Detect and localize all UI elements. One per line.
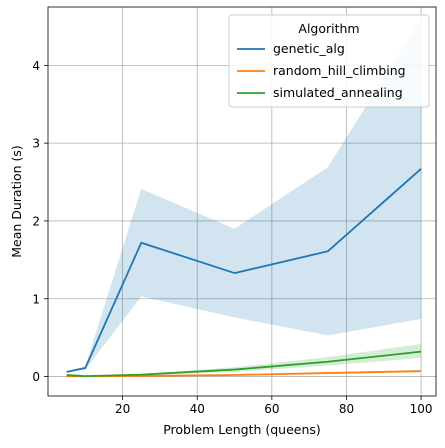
y-tick-label: 2 — [32, 214, 40, 228]
line-simulated_annealing — [66, 350, 422, 378]
x-tick-label: 40 — [190, 402, 205, 416]
y-tick-label: 3 — [32, 137, 40, 151]
x-tick-label: 20 — [115, 402, 130, 416]
x-axis-label: Problem Length (queens) — [163, 422, 321, 437]
band-genetic_alg — [66, 18, 422, 373]
legend-label: genetic_alg — [273, 41, 345, 56]
x-tick-label: 80 — [339, 402, 354, 416]
legend-label: simulated_annealing — [273, 85, 403, 100]
legend-title: Algorithm — [298, 21, 359, 36]
axis-ticks: 20 40 60 80 100 0 1 2 3 4 — [32, 59, 432, 416]
legend: Algorithm genetic_alg random_hill_climbin… — [228, 14, 430, 108]
y-tick-label: 0 — [32, 370, 40, 384]
y-tick-label: 1 — [32, 292, 40, 306]
x-tick-label: 60 — [264, 402, 279, 416]
plot-frame — [47, 6, 437, 397]
y-axis-label: Mean Duration (s) — [9, 145, 24, 258]
legend-label: random_hill_climbing — [273, 63, 406, 78]
line-genetic_alg — [66, 168, 422, 373]
series-lines — [66, 168, 422, 378]
legend-box — [228, 14, 430, 108]
legend-entries: genetic_alg random_hill_climbing simulated… — [237, 41, 406, 100]
y-tick-label: 4 — [32, 59, 40, 73]
x-tick-label: 100 — [410, 402, 433, 416]
